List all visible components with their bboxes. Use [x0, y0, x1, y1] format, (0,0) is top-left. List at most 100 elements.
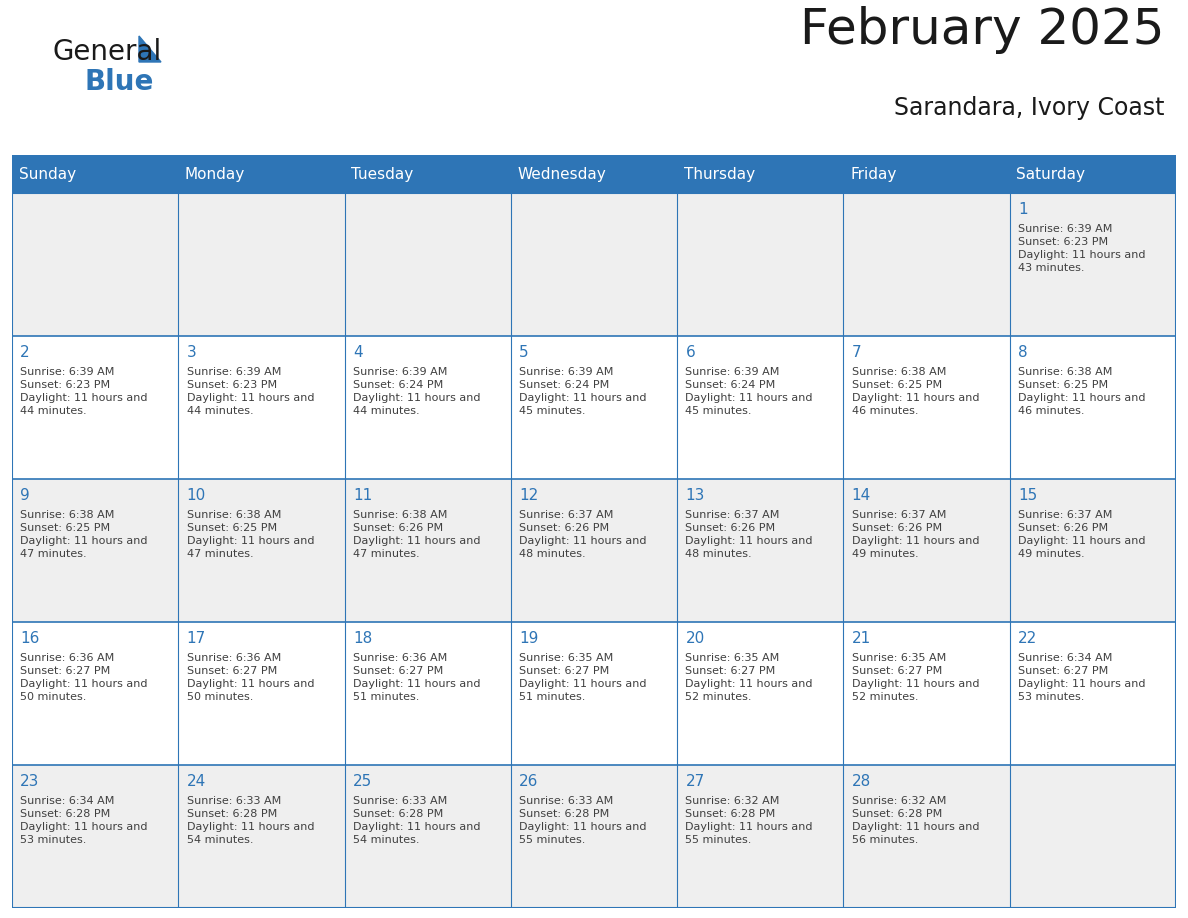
Text: Sunrise: 6:34 AM
Sunset: 6:28 PM
Daylight: 11 hours and
53 minutes.: Sunrise: 6:34 AM Sunset: 6:28 PM Dayligh…	[20, 797, 147, 845]
Bar	[178, 479, 345, 622]
Text: Sunrise: 6:39 AM
Sunset: 6:23 PM
Daylight: 11 hours and
44 minutes.: Sunrise: 6:39 AM Sunset: 6:23 PM Dayligh…	[187, 367, 314, 416]
Text: 26: 26	[519, 774, 538, 789]
Text: 23: 23	[20, 774, 39, 789]
Bar	[677, 193, 843, 336]
Bar	[345, 336, 511, 479]
Bar	[1010, 336, 1176, 479]
Text: February 2025: February 2025	[800, 6, 1164, 54]
Bar	[843, 155, 1010, 193]
Text: Sunrise: 6:39 AM
Sunset: 6:24 PM
Daylight: 11 hours and
44 minutes.: Sunrise: 6:39 AM Sunset: 6:24 PM Dayligh…	[353, 367, 480, 416]
Text: Sunrise: 6:39 AM
Sunset: 6:24 PM
Daylight: 11 hours and
45 minutes.: Sunrise: 6:39 AM Sunset: 6:24 PM Dayligh…	[519, 367, 646, 416]
Text: Wednesday: Wednesday	[518, 166, 606, 182]
Text: 17: 17	[187, 631, 206, 645]
Text: 18: 18	[353, 631, 372, 645]
Bar	[345, 622, 511, 765]
Text: Thursday: Thursday	[684, 166, 754, 182]
Text: 14: 14	[852, 487, 871, 502]
Bar	[511, 479, 677, 622]
Text: Sunrise: 6:35 AM
Sunset: 6:27 PM
Daylight: 11 hours and
51 minutes.: Sunrise: 6:35 AM Sunset: 6:27 PM Dayligh…	[519, 654, 646, 702]
Bar	[677, 765, 843, 908]
Text: 3: 3	[187, 344, 196, 360]
Text: Sunrise: 6:38 AM
Sunset: 6:25 PM
Daylight: 11 hours and
47 minutes.: Sunrise: 6:38 AM Sunset: 6:25 PM Dayligh…	[20, 510, 147, 559]
Text: 2: 2	[20, 344, 30, 360]
Text: Sunrise: 6:36 AM
Sunset: 6:27 PM
Daylight: 11 hours and
50 minutes.: Sunrise: 6:36 AM Sunset: 6:27 PM Dayligh…	[187, 654, 314, 702]
Bar	[178, 155, 345, 193]
Text: Sunrise: 6:35 AM
Sunset: 6:27 PM
Daylight: 11 hours and
52 minutes.: Sunrise: 6:35 AM Sunset: 6:27 PM Dayligh…	[852, 654, 979, 702]
Text: Sunrise: 6:36 AM
Sunset: 6:27 PM
Daylight: 11 hours and
51 minutes.: Sunrise: 6:36 AM Sunset: 6:27 PM Dayligh…	[353, 654, 480, 702]
Text: 10: 10	[187, 487, 206, 502]
Text: Sunrise: 6:33 AM
Sunset: 6:28 PM
Daylight: 11 hours and
54 minutes.: Sunrise: 6:33 AM Sunset: 6:28 PM Dayligh…	[187, 797, 314, 845]
Text: Sunrise: 6:37 AM
Sunset: 6:26 PM
Daylight: 11 hours and
48 minutes.: Sunrise: 6:37 AM Sunset: 6:26 PM Dayligh…	[519, 510, 646, 559]
Bar	[677, 155, 843, 193]
Bar	[677, 622, 843, 765]
Bar	[843, 622, 1010, 765]
Text: 9: 9	[20, 487, 30, 502]
Bar	[843, 336, 1010, 479]
Text: General: General	[52, 38, 162, 66]
Bar	[677, 479, 843, 622]
Bar	[178, 765, 345, 908]
Bar	[178, 622, 345, 765]
Bar	[345, 479, 511, 622]
Bar	[12, 622, 178, 765]
Bar	[1010, 765, 1176, 908]
Bar	[511, 765, 677, 908]
Text: Sunday: Sunday	[19, 166, 76, 182]
Bar	[1010, 479, 1176, 622]
Bar	[1010, 155, 1176, 193]
Bar	[843, 765, 1010, 908]
Bar	[12, 336, 178, 479]
Bar	[345, 155, 511, 193]
Text: 11: 11	[353, 487, 372, 502]
Text: Friday: Friday	[851, 166, 897, 182]
Text: Sunrise: 6:38 AM
Sunset: 6:25 PM
Daylight: 11 hours and
47 minutes.: Sunrise: 6:38 AM Sunset: 6:25 PM Dayligh…	[187, 510, 314, 559]
Bar	[1010, 193, 1176, 336]
Text: Sunrise: 6:34 AM
Sunset: 6:27 PM
Daylight: 11 hours and
53 minutes.: Sunrise: 6:34 AM Sunset: 6:27 PM Dayligh…	[1018, 654, 1145, 702]
Bar	[511, 336, 677, 479]
Text: Sunrise: 6:39 AM
Sunset: 6:24 PM
Daylight: 11 hours and
45 minutes.: Sunrise: 6:39 AM Sunset: 6:24 PM Dayligh…	[685, 367, 813, 416]
Text: Sunrise: 6:39 AM
Sunset: 6:23 PM
Daylight: 11 hours and
43 minutes.: Sunrise: 6:39 AM Sunset: 6:23 PM Dayligh…	[1018, 225, 1145, 273]
Text: Sunrise: 6:35 AM
Sunset: 6:27 PM
Daylight: 11 hours and
52 minutes.: Sunrise: 6:35 AM Sunset: 6:27 PM Dayligh…	[685, 654, 813, 702]
Text: 22: 22	[1018, 631, 1037, 645]
Text: 28: 28	[852, 774, 871, 789]
Text: Sunrise: 6:36 AM
Sunset: 6:27 PM
Daylight: 11 hours and
50 minutes.: Sunrise: 6:36 AM Sunset: 6:27 PM Dayligh…	[20, 654, 147, 702]
Text: 25: 25	[353, 774, 372, 789]
Text: Sunrise: 6:37 AM
Sunset: 6:26 PM
Daylight: 11 hours and
49 minutes.: Sunrise: 6:37 AM Sunset: 6:26 PM Dayligh…	[852, 510, 979, 559]
Text: 4: 4	[353, 344, 362, 360]
Text: Sunrise: 6:38 AM
Sunset: 6:25 PM
Daylight: 11 hours and
46 minutes.: Sunrise: 6:38 AM Sunset: 6:25 PM Dayligh…	[852, 367, 979, 416]
Text: Blue: Blue	[84, 68, 153, 96]
Text: Tuesday: Tuesday	[352, 166, 413, 182]
Text: Sunrise: 6:39 AM
Sunset: 6:23 PM
Daylight: 11 hours and
44 minutes.: Sunrise: 6:39 AM Sunset: 6:23 PM Dayligh…	[20, 367, 147, 416]
Bar	[345, 193, 511, 336]
Bar	[511, 622, 677, 765]
Text: 21: 21	[852, 631, 871, 645]
Text: 20: 20	[685, 631, 704, 645]
Text: 12: 12	[519, 487, 538, 502]
Bar	[511, 155, 677, 193]
Text: 1: 1	[1018, 202, 1028, 217]
Text: Sunrise: 6:32 AM
Sunset: 6:28 PM
Daylight: 11 hours and
56 minutes.: Sunrise: 6:32 AM Sunset: 6:28 PM Dayligh…	[852, 797, 979, 845]
Text: Sarandara, Ivory Coast: Sarandara, Ivory Coast	[893, 96, 1164, 120]
Text: 19: 19	[519, 631, 538, 645]
Polygon shape	[139, 36, 162, 62]
Text: Sunrise: 6:32 AM
Sunset: 6:28 PM
Daylight: 11 hours and
55 minutes.: Sunrise: 6:32 AM Sunset: 6:28 PM Dayligh…	[685, 797, 813, 845]
Bar	[1010, 622, 1176, 765]
Bar	[843, 479, 1010, 622]
Bar	[12, 155, 178, 193]
Text: Monday: Monday	[185, 166, 245, 182]
Text: 5: 5	[519, 344, 529, 360]
Bar	[12, 765, 178, 908]
Text: Sunrise: 6:38 AM
Sunset: 6:26 PM
Daylight: 11 hours and
47 minutes.: Sunrise: 6:38 AM Sunset: 6:26 PM Dayligh…	[353, 510, 480, 559]
Text: Sunrise: 6:33 AM
Sunset: 6:28 PM
Daylight: 11 hours and
55 minutes.: Sunrise: 6:33 AM Sunset: 6:28 PM Dayligh…	[519, 797, 646, 845]
Text: 15: 15	[1018, 487, 1037, 502]
Text: Sunrise: 6:37 AM
Sunset: 6:26 PM
Daylight: 11 hours and
49 minutes.: Sunrise: 6:37 AM Sunset: 6:26 PM Dayligh…	[1018, 510, 1145, 559]
Bar	[178, 336, 345, 479]
Text: Sunrise: 6:33 AM
Sunset: 6:28 PM
Daylight: 11 hours and
54 minutes.: Sunrise: 6:33 AM Sunset: 6:28 PM Dayligh…	[353, 797, 480, 845]
Text: 27: 27	[685, 774, 704, 789]
Text: 24: 24	[187, 774, 206, 789]
Text: Sunrise: 6:37 AM
Sunset: 6:26 PM
Daylight: 11 hours and
48 minutes.: Sunrise: 6:37 AM Sunset: 6:26 PM Dayligh…	[685, 510, 813, 559]
Text: 8: 8	[1018, 344, 1028, 360]
Text: 13: 13	[685, 487, 704, 502]
Bar	[511, 193, 677, 336]
Text: 7: 7	[852, 344, 861, 360]
